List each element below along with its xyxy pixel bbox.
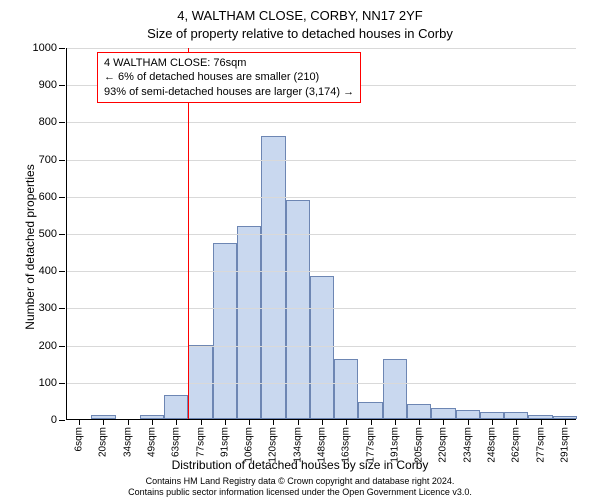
x-tick-label: 291sqm	[559, 427, 570, 463]
x-tick	[201, 419, 202, 425]
histogram-bar	[383, 359, 407, 419]
x-tick	[176, 419, 177, 425]
y-tick	[59, 48, 65, 49]
x-tick	[516, 419, 517, 425]
y-tick-label: 500	[39, 228, 57, 240]
y-tick-label: 800	[39, 116, 57, 128]
y-tick-label: 300	[39, 302, 57, 314]
x-tick-label: 148sqm	[317, 427, 328, 463]
x-tick-label: 163sqm	[341, 427, 352, 463]
x-tick	[346, 419, 347, 425]
y-tick	[59, 308, 65, 309]
x-tick-label: 49sqm	[147, 427, 158, 457]
y-tick-label: 400	[39, 265, 57, 277]
y-tick	[59, 160, 65, 161]
gridline-horizontal	[67, 234, 576, 235]
credits-line2: Contains public sector information licen…	[128, 487, 472, 497]
y-tick	[59, 271, 65, 272]
histogram-bar	[334, 359, 358, 419]
x-tick	[103, 419, 104, 425]
x-tick-label: 277sqm	[535, 427, 546, 463]
x-tick-label: 63sqm	[171, 427, 182, 457]
gridline-horizontal	[67, 197, 576, 198]
y-tick-label: 200	[39, 340, 57, 352]
y-tick	[59, 420, 65, 421]
x-tick	[298, 419, 299, 425]
chart-title-line1: 4, WALTHAM CLOSE, CORBY, NN17 2YF	[0, 8, 600, 23]
x-tick-label: 205sqm	[414, 427, 425, 463]
annotation-line3: 93% of semi-detached houses are larger (…	[104, 85, 354, 99]
credits-text: Contains HM Land Registry data © Crown c…	[0, 476, 600, 498]
x-tick-label: 248sqm	[487, 427, 498, 463]
x-tick	[395, 419, 396, 425]
x-tick-label: 134sqm	[292, 427, 303, 463]
property-marker-line	[188, 48, 189, 419]
y-tick	[59, 234, 65, 235]
chart-title-line2: Size of property relative to detached ho…	[0, 26, 600, 41]
annotation-line2: ← 6% of detached houses are smaller (210…	[104, 70, 354, 84]
x-tick	[225, 419, 226, 425]
gridline-horizontal	[67, 160, 576, 161]
x-tick-label: 234sqm	[462, 427, 473, 463]
histogram-bar	[310, 276, 334, 419]
gridline-horizontal	[67, 48, 576, 49]
gridline-horizontal	[67, 346, 576, 347]
x-tick-label: 191sqm	[389, 427, 400, 463]
x-tick-label: 262sqm	[511, 427, 522, 463]
x-tick	[371, 419, 372, 425]
x-tick	[273, 419, 274, 425]
y-tick-label: 600	[39, 191, 57, 203]
y-tick	[59, 197, 65, 198]
x-tick-label: 77sqm	[195, 427, 206, 457]
credits-line1: Contains HM Land Registry data © Crown c…	[146, 476, 455, 486]
histogram-bar	[456, 410, 480, 419]
histogram-bar	[261, 136, 285, 419]
chart-root: 4, WALTHAM CLOSE, CORBY, NN17 2YF Size o…	[0, 0, 600, 500]
gridline-horizontal	[67, 383, 576, 384]
x-tick-label: 6sqm	[74, 427, 85, 451]
y-tick-label: 900	[39, 79, 57, 91]
x-tick	[468, 419, 469, 425]
y-tick-label: 100	[39, 377, 57, 389]
histogram-bar	[164, 395, 188, 419]
histogram-bar	[480, 412, 504, 419]
x-tick	[152, 419, 153, 425]
x-tick-label: 120sqm	[268, 427, 279, 463]
annotation-line1: 4 WALTHAM CLOSE: 76sqm	[104, 56, 354, 70]
histogram-bar	[504, 412, 528, 419]
x-tick	[419, 419, 420, 425]
histogram-bar	[237, 226, 261, 419]
y-tick-label: 0	[51, 414, 57, 426]
x-tick-label: 20sqm	[98, 427, 109, 457]
plot-area: 010020030040050060070080090010006sqm20sq…	[66, 48, 576, 420]
histogram-bar	[431, 408, 455, 419]
annotation-box: 4 WALTHAM CLOSE: 76sqm← 6% of detached h…	[97, 52, 361, 103]
x-tick	[565, 419, 566, 425]
y-axis-label: Number of detached properties	[23, 147, 37, 347]
histogram-bar	[213, 243, 237, 419]
y-tick	[59, 383, 65, 384]
gridline-horizontal	[67, 308, 576, 309]
y-tick-label: 1000	[33, 42, 57, 54]
x-tick-label: 177sqm	[365, 427, 376, 463]
x-tick	[322, 419, 323, 425]
histogram-bar	[407, 404, 431, 419]
gridline-horizontal	[67, 122, 576, 123]
x-tick	[443, 419, 444, 425]
x-tick	[128, 419, 129, 425]
y-tick-label: 700	[39, 154, 57, 166]
histogram-bar	[358, 402, 382, 419]
x-tick-label: 220sqm	[438, 427, 449, 463]
gridline-horizontal	[67, 271, 576, 272]
x-tick	[541, 419, 542, 425]
y-tick	[59, 122, 65, 123]
x-tick-label: 91sqm	[219, 427, 230, 457]
x-tick-label: 34sqm	[122, 427, 133, 457]
x-tick-label: 106sqm	[244, 427, 255, 463]
x-tick	[249, 419, 250, 425]
x-tick	[492, 419, 493, 425]
y-tick	[59, 85, 65, 86]
y-tick	[59, 346, 65, 347]
x-tick	[79, 419, 80, 425]
